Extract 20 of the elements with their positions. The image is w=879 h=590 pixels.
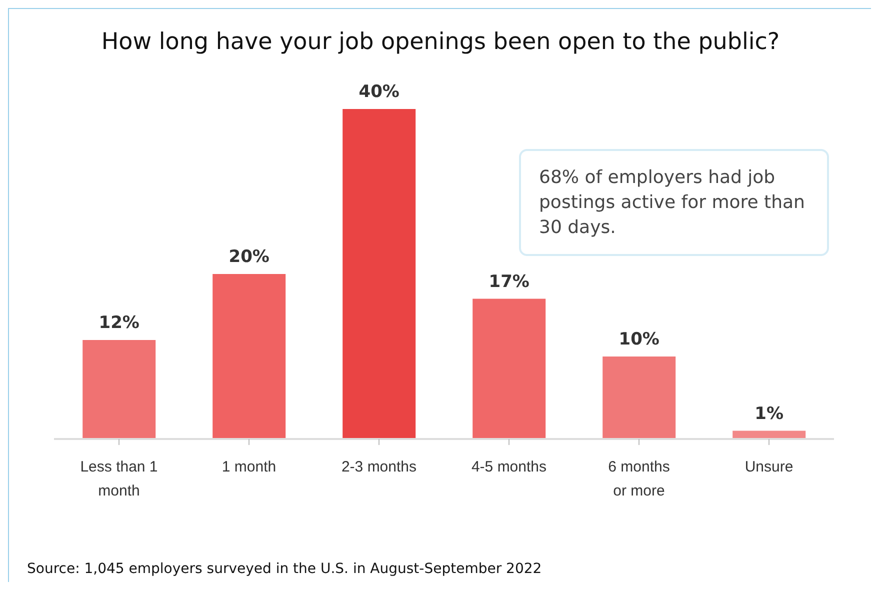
data-label: 10% xyxy=(618,330,660,350)
x-tick-label: 2-3 months xyxy=(341,458,417,476)
x-tick-label: 4-5 months xyxy=(471,458,547,476)
data-label: 20% xyxy=(228,247,270,267)
bar xyxy=(212,274,286,439)
x-tick-label: Unsure xyxy=(744,458,794,476)
data-label: 40% xyxy=(358,82,400,102)
bar xyxy=(342,109,416,439)
data-label: 1% xyxy=(754,404,784,424)
x-tick-label: 6 months or more xyxy=(608,458,670,500)
x-tick-label: 1 month xyxy=(222,458,276,476)
bar xyxy=(602,356,676,439)
annotation: 68% of employers had job postings active for more than 30 days. xyxy=(519,149,829,256)
bar xyxy=(82,340,156,439)
x-tick-label: Less than 1 month xyxy=(80,458,158,500)
data-label: 12% xyxy=(98,313,140,333)
data-label: 17% xyxy=(488,272,530,292)
chart-title: How long have your job openings been open to the public? xyxy=(100,29,781,55)
source-note: Source: 1,045 employers surveyed in the U.S. in August-September 2022 xyxy=(27,561,542,577)
bar xyxy=(472,298,546,439)
